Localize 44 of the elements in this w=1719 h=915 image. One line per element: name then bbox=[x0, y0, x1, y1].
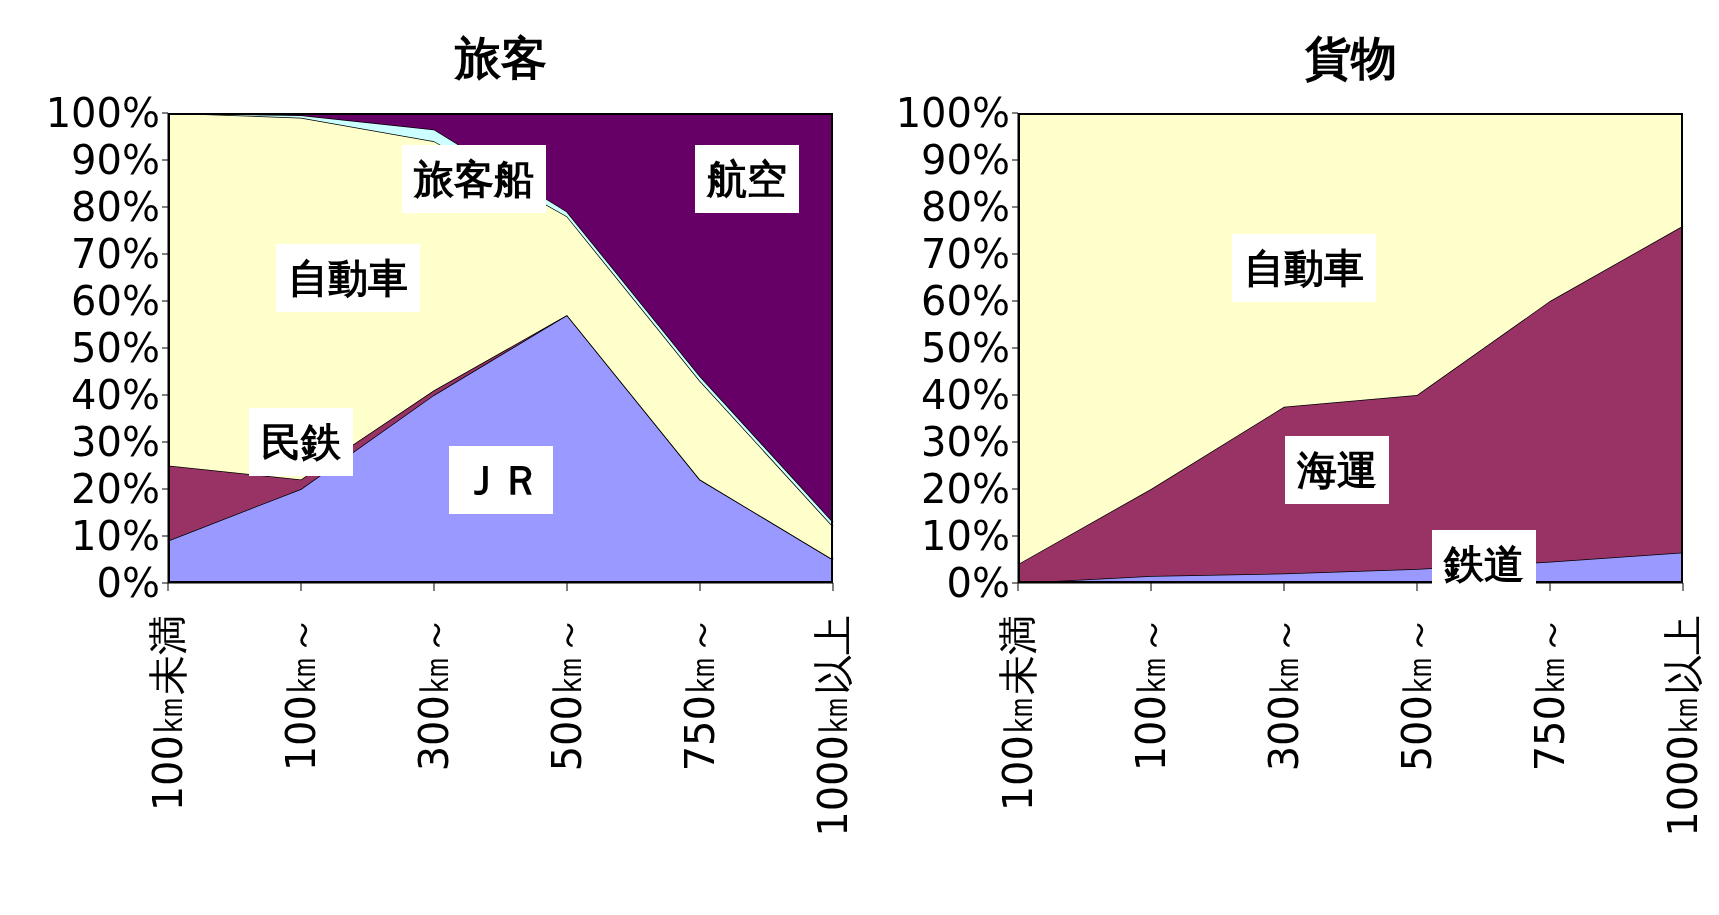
chart-title: 旅客 bbox=[453, 30, 548, 87]
y-tick-label: 0% bbox=[96, 560, 160, 607]
y-tick-label: 70% bbox=[71, 231, 160, 278]
y-tick-label: 90% bbox=[921, 137, 1010, 184]
x-tick-label: 750㎞～ bbox=[1527, 615, 1573, 772]
x-tick-label: 300㎞～ bbox=[1261, 615, 1307, 772]
x-tick-label: 500㎞～ bbox=[544, 615, 590, 772]
series-label: ＪＲ bbox=[448, 445, 553, 514]
y-tick-label: 90% bbox=[71, 137, 160, 184]
series-label: 鉄道 bbox=[1431, 530, 1536, 599]
y-tick-label: 60% bbox=[71, 278, 160, 325]
series-label: 海運 bbox=[1285, 436, 1390, 505]
y-tick-label: 80% bbox=[921, 184, 1010, 231]
chart-title: 貨物 bbox=[1303, 30, 1398, 87]
x-tick-label: 1000㎞以上 bbox=[1660, 615, 1706, 837]
y-tick-label: 50% bbox=[71, 325, 160, 372]
y-tick-label: 10% bbox=[71, 513, 160, 560]
x-tick-label: 300㎞～ bbox=[411, 615, 457, 772]
y-tick-label: 30% bbox=[71, 419, 160, 466]
x-tick-label: 100㎞～ bbox=[278, 615, 324, 772]
y-tick-label: 40% bbox=[71, 372, 160, 419]
y-tick-label: 80% bbox=[71, 184, 160, 231]
x-tick-label: 100㎞～ bbox=[1128, 615, 1174, 772]
series-label: 旅客船 bbox=[401, 144, 546, 213]
y-tick-label: 0% bbox=[946, 560, 1010, 607]
x-tick-label: 1000㎞以上 bbox=[810, 615, 856, 837]
y-tick-label: 30% bbox=[921, 419, 1010, 466]
x-tick-label: 100㎞未満 bbox=[145, 615, 191, 812]
y-tick-label: 60% bbox=[921, 278, 1010, 325]
x-tick-label: 100㎞未満 bbox=[995, 615, 1041, 812]
y-tick-label: 100% bbox=[45, 90, 160, 137]
x-tick-label: 500㎞～ bbox=[1394, 615, 1440, 772]
y-tick-label: 40% bbox=[921, 372, 1010, 419]
series-label: 民鉄 bbox=[249, 408, 353, 476]
series-label: 航空 bbox=[694, 144, 799, 213]
y-tick-label: 10% bbox=[921, 513, 1010, 560]
x-tick-label: 750㎞～ bbox=[677, 615, 723, 772]
series-label: 自動車 bbox=[1231, 234, 1376, 303]
y-tick-label: 70% bbox=[921, 231, 1010, 278]
y-tick-label: 20% bbox=[71, 466, 160, 513]
series-label: 自動車 bbox=[275, 243, 420, 312]
y-tick-label: 50% bbox=[921, 325, 1010, 372]
y-tick-label: 100% bbox=[895, 90, 1010, 137]
y-tick-label: 20% bbox=[921, 466, 1010, 513]
